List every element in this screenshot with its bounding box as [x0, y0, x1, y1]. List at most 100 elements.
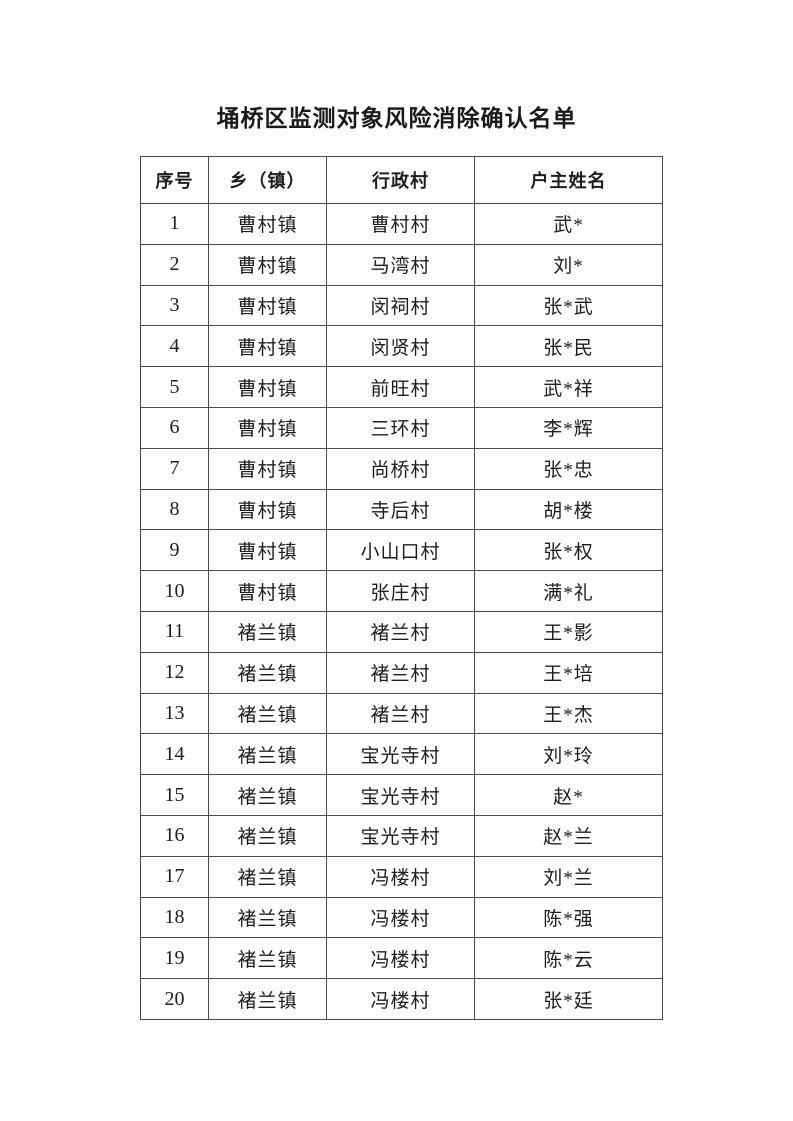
cell-serial: 19 — [140, 937, 209, 980]
cell-serial: 11 — [140, 610, 209, 653]
cell-township: 曹村镇 — [208, 203, 327, 245]
cell-household: 张*武 — [474, 284, 663, 327]
table-row: 5 曹村镇 前旺村 武*祥 — [140, 366, 663, 408]
cell-village: 小山口村 — [326, 529, 475, 572]
table-row: 1 曹村镇 曹村村 武* — [140, 203, 663, 245]
table-row: 18 褚兰镇 冯楼村 陈*强 — [140, 896, 663, 939]
cell-village: 马湾村 — [326, 243, 475, 286]
cell-household: 武* — [474, 203, 663, 245]
cell-village: 闵贤村 — [326, 325, 475, 368]
cell-township: 曹村镇 — [208, 488, 327, 531]
cell-serial: 4 — [140, 325, 209, 368]
cell-village: 寺后村 — [326, 488, 475, 531]
cell-village: 褚兰村 — [326, 610, 475, 653]
cell-household: 赵*兰 — [474, 814, 663, 857]
cell-household: 王*杰 — [474, 692, 663, 735]
cell-township: 曹村镇 — [208, 366, 327, 408]
cell-serial: 20 — [140, 978, 209, 1020]
column-header-serial: 序号 — [140, 156, 209, 204]
cell-household: 王*影 — [474, 610, 663, 653]
cell-township: 褚兰镇 — [208, 978, 327, 1020]
table-row: 20 褚兰镇 冯楼村 张*廷 — [140, 978, 663, 1020]
cell-serial: 13 — [140, 692, 209, 735]
cell-serial: 14 — [140, 733, 209, 776]
cell-township: 褚兰镇 — [208, 692, 327, 735]
table-row: 2 曹村镇 马湾村 刘* — [140, 243, 663, 286]
table-header-row: 序号 乡（镇） 行政村 户主姓名 — [140, 156, 663, 204]
cell-village: 冯楼村 — [326, 937, 475, 980]
table-row: 12 褚兰镇 褚兰村 王*培 — [140, 651, 663, 694]
table-row: 13 褚兰镇 褚兰村 王*杰 — [140, 692, 663, 735]
cell-township: 曹村镇 — [208, 406, 327, 449]
table-row: 16 褚兰镇 宝光寺村 赵*兰 — [140, 814, 663, 857]
table-row: 14 褚兰镇 宝光寺村 刘*玲 — [140, 733, 663, 776]
cell-serial: 5 — [140, 366, 209, 408]
cell-village: 三环村 — [326, 406, 475, 449]
cell-serial: 2 — [140, 243, 209, 286]
cell-village: 张庄村 — [326, 570, 475, 612]
cell-household: 张*忠 — [474, 447, 663, 490]
cell-township: 曹村镇 — [208, 243, 327, 286]
cell-village: 冯楼村 — [326, 896, 475, 939]
table-row: 11 褚兰镇 褚兰村 王*影 — [140, 610, 663, 653]
cell-serial: 10 — [140, 570, 209, 612]
cell-serial: 8 — [140, 488, 209, 531]
cell-serial: 9 — [140, 529, 209, 572]
cell-serial: 15 — [140, 774, 209, 816]
table-row: 4 曹村镇 闵贤村 张*民 — [140, 325, 663, 368]
cell-village: 曹村村 — [326, 203, 475, 245]
column-header-household: 户主姓名 — [474, 156, 663, 204]
cell-household: 陈*云 — [474, 937, 663, 980]
cell-serial: 17 — [140, 855, 209, 898]
cell-township: 褚兰镇 — [208, 651, 327, 694]
cell-household: 刘* — [474, 243, 663, 286]
cell-village: 褚兰村 — [326, 651, 475, 694]
cell-household: 李*辉 — [474, 406, 663, 449]
cell-township: 褚兰镇 — [208, 774, 327, 816]
cell-household: 赵* — [474, 774, 663, 816]
cell-village: 冯楼村 — [326, 855, 475, 898]
cell-township: 曹村镇 — [208, 325, 327, 368]
column-header-township: 乡（镇） — [208, 156, 327, 204]
cell-village: 宝光寺村 — [326, 814, 475, 857]
cell-village: 褚兰村 — [326, 692, 475, 735]
cell-village: 前旺村 — [326, 366, 475, 408]
cell-household: 张*廷 — [474, 978, 663, 1020]
cell-village: 尚桥村 — [326, 447, 475, 490]
document-title: 埇桥区监测对象风险消除确认名单 — [216, 105, 577, 131]
table-row: 9 曹村镇 小山口村 张*权 — [140, 529, 663, 572]
table-row: 6 曹村镇 三环村 李*辉 — [140, 406, 663, 449]
cell-household: 刘*兰 — [474, 855, 663, 898]
cell-village: 宝光寺村 — [326, 774, 475, 816]
cell-township: 褚兰镇 — [208, 855, 327, 898]
cell-village: 闵祠村 — [326, 284, 475, 327]
cell-serial: 1 — [140, 203, 209, 245]
cell-serial: 6 — [140, 406, 209, 449]
cell-household: 张*权 — [474, 529, 663, 572]
cell-serial: 7 — [140, 447, 209, 490]
cell-household: 胡*楼 — [474, 488, 663, 531]
cell-township: 褚兰镇 — [208, 814, 327, 857]
cell-township: 曹村镇 — [208, 447, 327, 490]
table-body: 1 曹村镇 曹村村 武* 2 曹村镇 马湾村 刘* 3 曹村镇 闵祠村 张*武 4 曹村镇 闵贤村 张*民 5 曹… — [140, 203, 663, 1020]
cell-household: 张*民 — [474, 325, 663, 368]
cell-serial: 3 — [140, 284, 209, 327]
table-row: 17 褚兰镇 冯楼村 刘*兰 — [140, 855, 663, 898]
cell-household: 武*祥 — [474, 366, 663, 408]
cell-township: 曹村镇 — [208, 570, 327, 612]
risk-elimination-confirmation-table: 序号 乡（镇） 行政村 户主姓名 1 曹村镇 曹村村 武* 2 曹村镇 马湾村 刘* 3 曹村镇 闵祠村张… — [140, 156, 663, 1020]
table-row: 3 曹村镇 闵祠村 张*武 — [140, 284, 663, 327]
cell-village: 宝光寺村 — [326, 733, 475, 776]
cell-household: 刘*玲 — [474, 733, 663, 776]
cell-household: 满*礼 — [474, 570, 663, 612]
cell-serial: 12 — [140, 651, 209, 694]
table-row: 19 褚兰镇 冯楼村 陈*云 — [140, 937, 663, 980]
cell-township: 褚兰镇 — [208, 733, 327, 776]
cell-township: 曹村镇 — [208, 284, 327, 327]
cell-township: 曹村镇 — [208, 529, 327, 572]
column-header-village: 行政村 — [326, 156, 475, 204]
table-row: 8 曹村镇 寺后村 胡*楼 — [140, 488, 663, 531]
table-row: 10 曹村镇 张庄村 满*礼 — [140, 570, 663, 612]
table-row: 15 褚兰镇 宝光寺村 赵* — [140, 774, 663, 816]
